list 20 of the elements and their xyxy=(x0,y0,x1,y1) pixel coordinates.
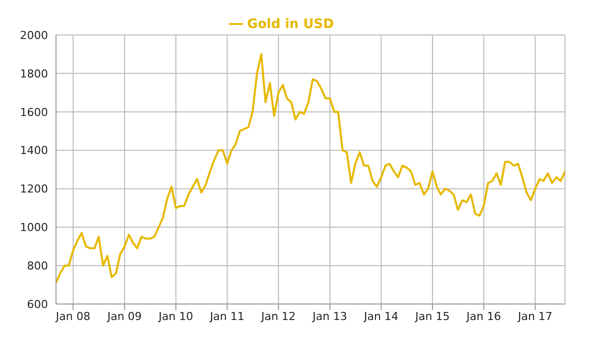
legend-label: Gold in USD xyxy=(247,17,334,32)
y-tick-label: 1600 xyxy=(20,106,48,119)
x-tick-label: Jan 09 xyxy=(106,310,142,323)
y-tick-label: 600 xyxy=(27,298,48,311)
y-tick-label: 800 xyxy=(27,259,48,272)
x-tick-label: Jan 12 xyxy=(260,310,296,323)
x-tick-label: Jan 11 xyxy=(208,310,244,323)
x-tick-label: Jan 17 xyxy=(516,310,552,323)
y-tick-label: 1400 xyxy=(20,144,48,158)
x-tick-label: Jan 08 xyxy=(54,310,90,323)
x-tick-label: Jan 16 xyxy=(466,310,501,323)
y-tick-label: 1800 xyxy=(20,67,48,80)
x-tick-label: Jan 15 xyxy=(414,310,450,323)
x-tick-label: Jan 10 xyxy=(158,310,194,323)
y-tick-label: 1000 xyxy=(20,221,48,234)
y-tick-label: 2000 xyxy=(20,28,48,42)
y-tick-label: 1200 xyxy=(20,182,48,196)
x-tick-label: Jan 13 xyxy=(312,310,348,323)
line-series xyxy=(56,53,565,284)
x-tick-label: Jan 14 xyxy=(362,310,398,323)
